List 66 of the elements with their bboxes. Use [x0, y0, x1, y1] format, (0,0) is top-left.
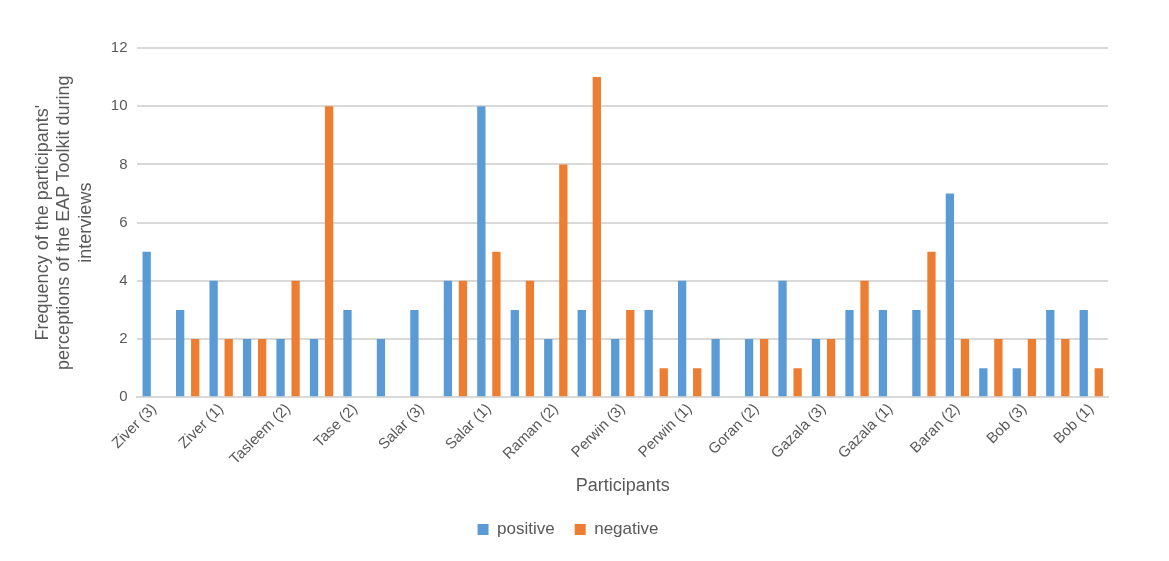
y-tick-label: 2 [119, 329, 128, 347]
bar [191, 339, 200, 397]
bar [912, 309, 921, 397]
bar [711, 339, 720, 397]
bar [693, 368, 702, 397]
bar [793, 368, 802, 397]
bar [626, 309, 635, 397]
bar [525, 280, 535, 397]
bar [142, 251, 151, 397]
bar [410, 309, 419, 397]
bar [592, 77, 601, 397]
bar [224, 339, 233, 397]
bar [209, 280, 218, 397]
bar [577, 309, 586, 397]
bar [1012, 368, 1021, 397]
x-axis-title: Participants [575, 475, 670, 496]
bar [678, 280, 687, 397]
bar [659, 368, 668, 397]
y-tick-label: 0 [119, 387, 128, 405]
bar [343, 309, 352, 397]
bar [927, 251, 936, 397]
legend-label: positive [497, 519, 555, 539]
bar [611, 339, 620, 397]
bar [276, 339, 285, 397]
y-tick-label: 6 [119, 212, 128, 230]
bar [778, 280, 787, 397]
bar [994, 339, 1003, 397]
bar [826, 339, 836, 397]
x-tick-label: Bob (1) [1049, 399, 1097, 447]
y-tick-label: 12 [110, 38, 128, 56]
bar [744, 339, 754, 397]
bar [760, 339, 769, 397]
bar [945, 193, 955, 397]
bar [1079, 309, 1088, 397]
y-axis-title: Frequency of the participants' perceptions of the EAP Toolkit during interviews [31, 75, 95, 370]
bar [811, 339, 821, 397]
bar [443, 280, 453, 397]
x-tick-label: Tase (2) [309, 399, 361, 450]
bar [544, 339, 553, 397]
bar [176, 309, 185, 397]
bar [242, 339, 252, 397]
y-tick-label: 10 [110, 96, 128, 114]
bar [458, 280, 468, 397]
bar [1027, 339, 1037, 397]
bar [291, 280, 300, 397]
bar [477, 106, 486, 397]
bar [1094, 368, 1103, 397]
bar [960, 339, 970, 397]
bar [258, 339, 267, 397]
y-tick-label: 4 [119, 270, 128, 288]
bar [559, 164, 568, 397]
bar [644, 309, 653, 397]
bar [492, 251, 501, 397]
bar [309, 339, 319, 397]
bar [510, 309, 519, 397]
bar [979, 368, 988, 397]
legend-label: negative [594, 519, 659, 539]
x-tick-label: Bob (3) [982, 399, 1030, 447]
bar [860, 280, 869, 397]
bar [878, 309, 888, 397]
bar [324, 106, 334, 397]
bar [845, 309, 854, 397]
bar [1046, 309, 1055, 397]
bar [1061, 339, 1070, 397]
y-tick-label: 8 [119, 154, 128, 172]
bar [376, 339, 386, 397]
